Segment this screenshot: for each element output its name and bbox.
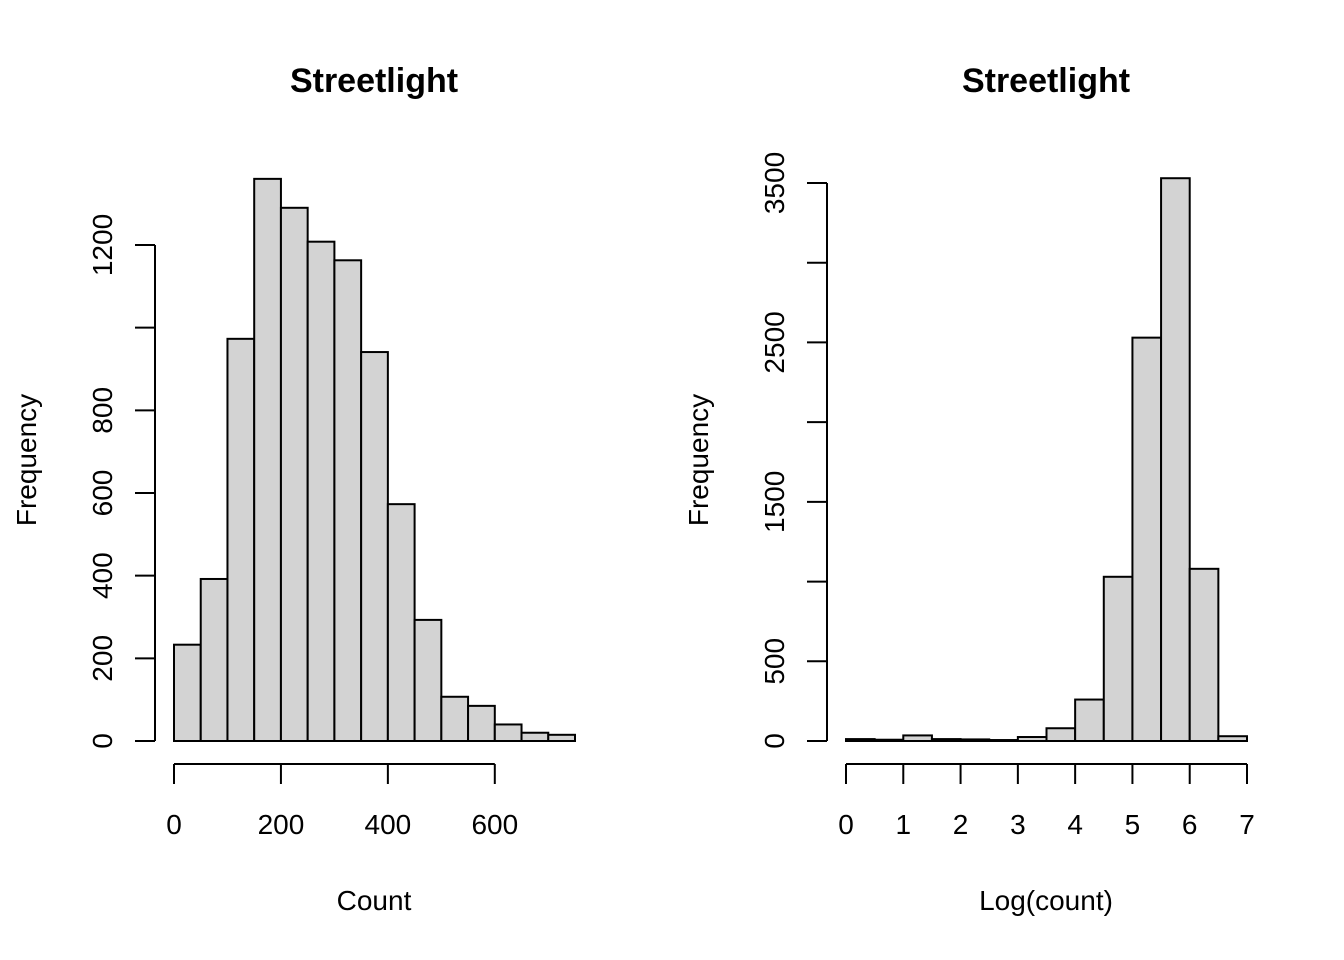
histogram-bar (279, 206, 309, 743)
x-axis-label: Count (337, 885, 412, 916)
x-tick-label: 6 (1182, 809, 1198, 840)
y-tick-label: 2500 (759, 311, 790, 373)
histogram-bar (1160, 177, 1191, 742)
x-axis: 0 200 400 600 (166, 763, 518, 840)
x-tick-label: 0 (838, 809, 854, 840)
chart-title: Streetlight (290, 62, 458, 100)
x-tick-label: 4 (1067, 809, 1083, 840)
histogram-bar (520, 731, 550, 743)
y-axis-label: Frequency (11, 394, 42, 526)
x-axis: 0 1 2 3 4 5 6 7 (838, 763, 1255, 840)
bars (173, 177, 576, 743)
bars (845, 177, 1249, 743)
x-tick-label: 1 (895, 809, 911, 840)
y-tick-label: 0 (87, 733, 118, 749)
histogram-bar (199, 577, 229, 742)
histogram-bar (413, 618, 443, 742)
histogram-bar (845, 738, 876, 742)
y-tick-label: 1200 (87, 214, 118, 276)
histogram-bar (333, 259, 363, 742)
chart-title: Streetlight (962, 62, 1130, 100)
x-tick-label: 5 (1125, 809, 1141, 840)
x-tick-label: 200 (258, 809, 305, 840)
y-tick-label: 400 (87, 552, 118, 599)
y-tick-label: 200 (87, 635, 118, 682)
x-axis-label: Log(count) (979, 885, 1113, 916)
histogram-bar (253, 177, 282, 743)
y-axis: 0 200 400 600 800 1200 (87, 214, 156, 749)
histogram-bar (1102, 575, 1134, 742)
x-tick-label: 0 (166, 809, 182, 840)
x-tick-label: 400 (365, 809, 412, 840)
y-tick-label: 800 (87, 387, 118, 434)
histogram-bar (1016, 736, 1048, 742)
histogram-bar (493, 723, 523, 743)
log-count-histogram-panel: Streetlight Log(count) Frequency 0 1 2 3 4 5 6… (683, 62, 1255, 916)
histogram-bar (306, 240, 336, 742)
histogram-bar (873, 738, 905, 742)
histogram-bar (1131, 336, 1163, 742)
x-tick-label: 3 (1010, 809, 1026, 840)
y-axis: 0 500 1500 2500 3500 (759, 152, 828, 749)
histogram-bar (360, 351, 389, 742)
y-axis-label: Frequency (683, 394, 714, 526)
histogram-bar (988, 739, 1019, 743)
y-tick-label: 1500 (759, 471, 790, 533)
histogram-bar (1188, 567, 1220, 742)
x-tick-label: 7 (1239, 809, 1255, 840)
histogram-bar (467, 704, 496, 742)
y-tick-label: 3500 (759, 152, 790, 214)
histogram-bar (440, 695, 470, 742)
x-tick-label: 600 (471, 809, 518, 840)
histogram-bar (386, 503, 416, 742)
histogram-bar (547, 733, 576, 742)
y-tick-label: 500 (759, 638, 790, 685)
y-tick-label: 600 (87, 470, 118, 517)
histogram-bar (902, 734, 933, 742)
histogram-bar (1045, 727, 1077, 743)
x-tick-label: 2 (953, 809, 969, 840)
histogram-bar (1217, 735, 1249, 743)
histogram-bar (173, 643, 202, 743)
histogram-bar (959, 738, 991, 742)
count-histogram-panel: Streetlight Count Frequency 0 200 400 600 0… (11, 62, 576, 916)
histogram-bar (1074, 698, 1105, 743)
histogram-bar (226, 337, 256, 742)
histogram-bar (930, 738, 962, 742)
y-tick-label: 0 (759, 733, 790, 749)
